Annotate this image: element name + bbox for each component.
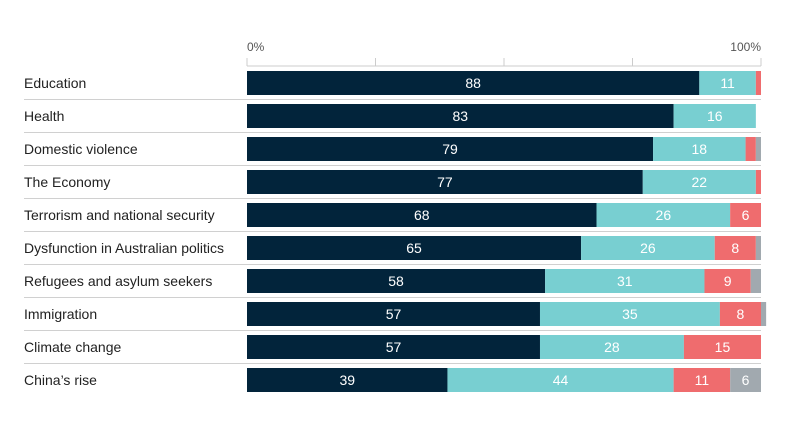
data-label: 57 [386,339,402,355]
bar-row: China’s rise 39 44 11 6 [24,363,761,392]
gridlines [246,58,762,67]
bar-row: Domestic violence 79 18 [24,132,761,161]
data-label: 8 [731,240,739,256]
bar-segment-3 [755,137,761,161]
bar-segment-0 [247,269,546,293]
data-label: 22 [692,174,708,190]
data-label: 15 [715,339,731,355]
data-label: 26 [640,240,656,256]
bar-row: Refugees and asylum seekers 58 31 9 [24,264,761,293]
category-label: China’s rise [24,372,97,388]
data-label: 57 [386,306,402,322]
category-label: Refugees and asylum seekers [24,273,212,289]
data-label: 28 [604,339,620,355]
bar-segment-0 [247,335,540,359]
bar-segment-1 [539,302,720,326]
data-label: 88 [465,75,481,91]
bar-row: Education 88 11 [24,71,761,95]
data-label: 8 [737,306,745,322]
data-label: 65 [406,240,422,256]
bar-segment-0 [247,104,674,128]
bar-row: Terrorism and national security 68 26 6 [24,198,761,227]
bar-segment-2 [755,71,761,95]
data-label: 44 [553,372,569,388]
data-label: 18 [692,141,708,157]
bar-segment-2 [714,236,756,260]
bar-row: Health 83 16 [24,99,761,128]
data-label: 11 [720,75,735,91]
bar-segment-1 [699,71,756,95]
bar-segment-3 [750,269,761,293]
axis-label-start: 0% [247,40,265,54]
bar-segment-1 [596,203,731,227]
bar-segment-3 [730,368,761,392]
bar-row: Dysfunction in Australian politics 65 26 8 [24,231,761,260]
axis-label-end: 100% [730,40,761,54]
bar-row: Immigration 57 35 8 [24,297,767,326]
category-label: Domestic violence [24,141,138,157]
category-label: Health [24,108,64,124]
bar-segment-0 [247,71,700,95]
data-label: 26 [656,207,672,223]
data-label: 6 [742,207,750,223]
bar-segment-0 [247,236,582,260]
bar-segment-3 [755,236,761,260]
bar-segment-1 [581,236,715,260]
data-label: 6 [742,372,750,388]
bar-segment-1 [673,104,756,128]
data-label: 35 [622,306,638,322]
bar-row: Climate change 57 28 15 [24,330,761,359]
bar-segment-1 [447,368,674,392]
bar-segment-0 [247,170,643,194]
data-label: 31 [617,273,633,289]
bar-segment-1 [545,269,705,293]
data-label: 39 [339,372,355,388]
bar-segment-0 [247,302,540,326]
bar-segment-1 [539,335,684,359]
data-label: 16 [707,108,723,124]
data-label: 77 [437,174,453,190]
bar-segment-0 [247,137,654,161]
bar-segment-2 [683,335,761,359]
data-label: 11 [695,372,710,388]
bar-segment-1 [653,137,746,161]
bar-segment-3 [761,302,767,326]
bar-segment-0 [247,368,448,392]
bar-segment-2 [755,170,761,194]
category-label: Immigration [24,306,97,322]
data-label: 83 [453,108,469,124]
data-label: 68 [414,207,430,223]
bar-segment-0 [247,203,597,227]
bar-segment-2 [704,269,751,293]
category-label: Terrorism and national security [24,207,215,223]
category-label: The Economy [24,174,110,190]
data-label: 58 [388,273,404,289]
bar-segment-2 [745,137,756,161]
bar-segment-2 [719,302,761,326]
bar-segment-2 [673,368,731,392]
bar-segment-1 [642,170,756,194]
category-label: Climate change [24,339,121,355]
bar-segment-2 [730,203,761,227]
category-label: Dysfunction in Australian politics [24,240,224,256]
data-label: 9 [724,273,732,289]
category-label: Education [24,75,86,91]
data-label: 79 [442,141,458,157]
bar-row: The Economy 77 22 [24,165,761,194]
